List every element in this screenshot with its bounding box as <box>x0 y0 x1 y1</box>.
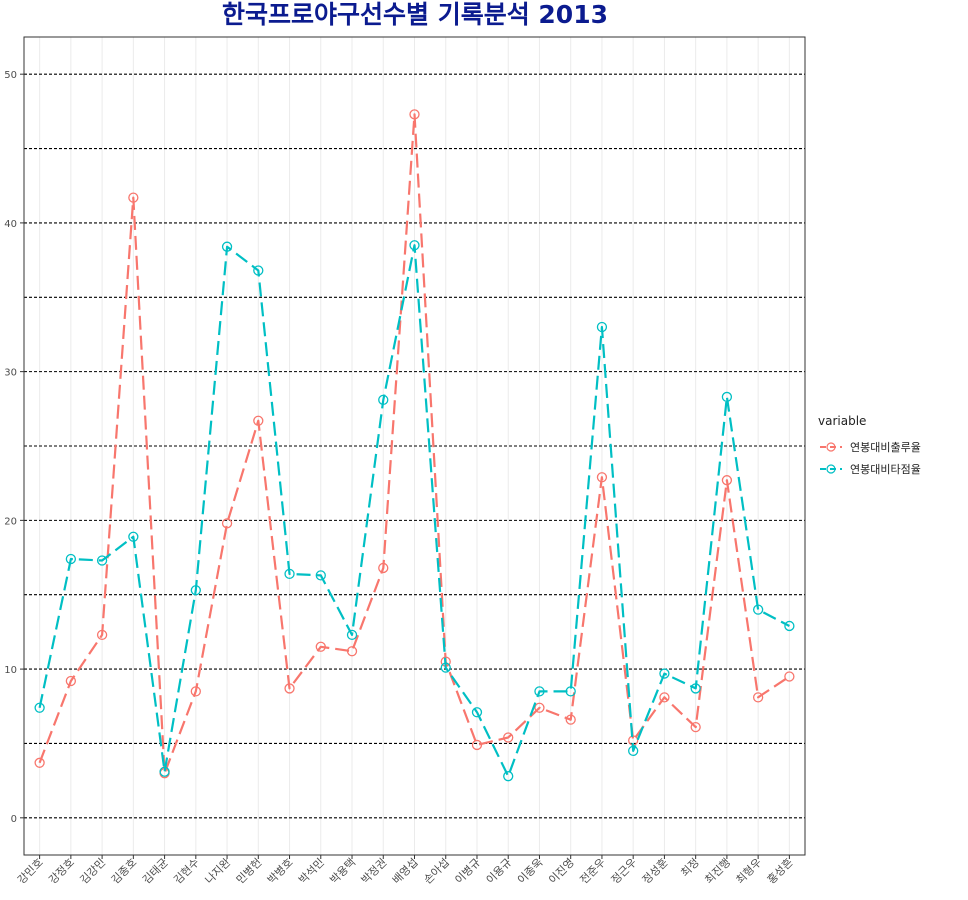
data-point <box>752 692 764 703</box>
data-point <box>378 562 389 574</box>
x-tick-label: 강민호 <box>15 856 46 887</box>
legend-key-2-icon <box>820 464 842 474</box>
x-tick-label: 홍성흔 <box>764 855 795 886</box>
reference-lines <box>24 73 805 819</box>
data-point <box>34 757 45 768</box>
data-point <box>346 629 358 641</box>
x-tick-label: 박병호 <box>265 856 296 887</box>
data-point <box>471 707 483 718</box>
legend-item-2: 연봉대비타점율 <box>818 458 921 480</box>
x-tick-label: 최정 <box>678 856 702 880</box>
data-point <box>96 555 108 566</box>
series-line-1 <box>38 113 791 775</box>
x-tick-label: 손아섭 <box>421 856 452 887</box>
data-point <box>315 570 326 581</box>
data-point <box>128 531 139 542</box>
x-tick-label: 박석민 <box>296 856 327 887</box>
data-point <box>503 771 514 782</box>
data-point <box>784 620 795 632</box>
data-point <box>346 646 358 657</box>
data-point <box>752 604 764 615</box>
axis-layer: 0 10 20 30 40 50 강민호 강정호 김강민 김종호 김태균 김현수 나지완 민병헌 박병호 박석… <box>4 70 795 886</box>
x-tick-label: 최진행 <box>702 856 733 887</box>
x-tick-label: 김현수 <box>171 856 202 887</box>
data-point <box>65 675 77 687</box>
data-point <box>378 394 389 406</box>
y-tick-label: 20 <box>4 516 17 527</box>
legend-item-1: 연봉대비출루율 <box>818 436 921 458</box>
legend: variable 연봉대비출루율 연봉대비타점율 <box>818 414 921 480</box>
legend-label-1: 연봉대비출루율 <box>850 441 921 454</box>
data-point <box>565 714 576 725</box>
data-point <box>315 641 326 652</box>
x-tick-label: 정성훈 <box>640 856 671 887</box>
x-tick-label: 이병규 <box>452 856 483 887</box>
data-point <box>65 553 77 565</box>
data-point <box>690 721 701 733</box>
x-tick-label: 정근우 <box>609 856 640 887</box>
data-point <box>253 265 264 276</box>
x-tick-label: 이용규 <box>484 856 515 887</box>
data-point <box>253 415 264 426</box>
data-point <box>659 668 670 679</box>
data-point <box>221 241 233 252</box>
series-line-2 <box>38 244 790 778</box>
x-tick-label: 김종호 <box>109 856 140 887</box>
data-point <box>409 240 420 251</box>
x-tick-label: 전준우 <box>577 856 608 887</box>
y-tick-label: 50 <box>4 70 17 81</box>
data-point <box>159 766 170 777</box>
data-point <box>190 585 201 596</box>
data-point <box>284 568 295 580</box>
data-point <box>690 683 701 694</box>
data-point <box>34 702 45 713</box>
data-point <box>596 472 608 483</box>
data-point <box>409 109 420 120</box>
x-tick-label: 박용택 <box>327 856 358 887</box>
data-point <box>721 391 733 403</box>
chart-title: 한국프로야구선수별 기록분석 2013 <box>222 0 608 29</box>
y-tick-label: 10 <box>4 665 17 676</box>
y-tick-label: 30 <box>4 368 17 379</box>
data-point <box>534 686 545 697</box>
x-tick-label: 이종욱 <box>515 856 546 887</box>
x-tick-label: 이진영 <box>546 856 577 887</box>
y-tick-label: 40 <box>4 219 17 230</box>
x-tick-label: 나지완 <box>203 856 234 887</box>
legend-title: variable <box>818 414 867 428</box>
data-point <box>628 745 639 757</box>
data-point <box>96 629 108 641</box>
data-point <box>721 475 733 486</box>
data-point <box>471 739 483 751</box>
y-tick-label: 0 <box>11 814 17 825</box>
series-layer <box>34 109 795 782</box>
data-point <box>440 662 451 673</box>
x-tick-label: 민병헌 <box>234 856 265 887</box>
data-point <box>128 192 139 203</box>
x-tick-label: 박정권 <box>359 856 390 887</box>
x-tick-label: 최형우 <box>734 856 765 887</box>
data-point <box>659 692 670 703</box>
legend-label-2: 연봉대비타점율 <box>850 463 921 476</box>
data-point <box>784 671 795 682</box>
data-point <box>284 683 295 694</box>
data-point <box>221 518 233 529</box>
data-point <box>565 686 576 697</box>
data-point <box>503 732 514 743</box>
data-point <box>534 702 545 713</box>
legend-key-1-icon <box>820 442 842 452</box>
x-tick-label: 강정호 <box>46 856 77 887</box>
x-tick-label: 배영섭 <box>390 856 421 887</box>
x-tick-label: 김강민 <box>78 856 109 887</box>
data-point <box>596 321 608 333</box>
x-tick-label: 김태균 <box>140 856 171 887</box>
data-point <box>190 686 201 697</box>
